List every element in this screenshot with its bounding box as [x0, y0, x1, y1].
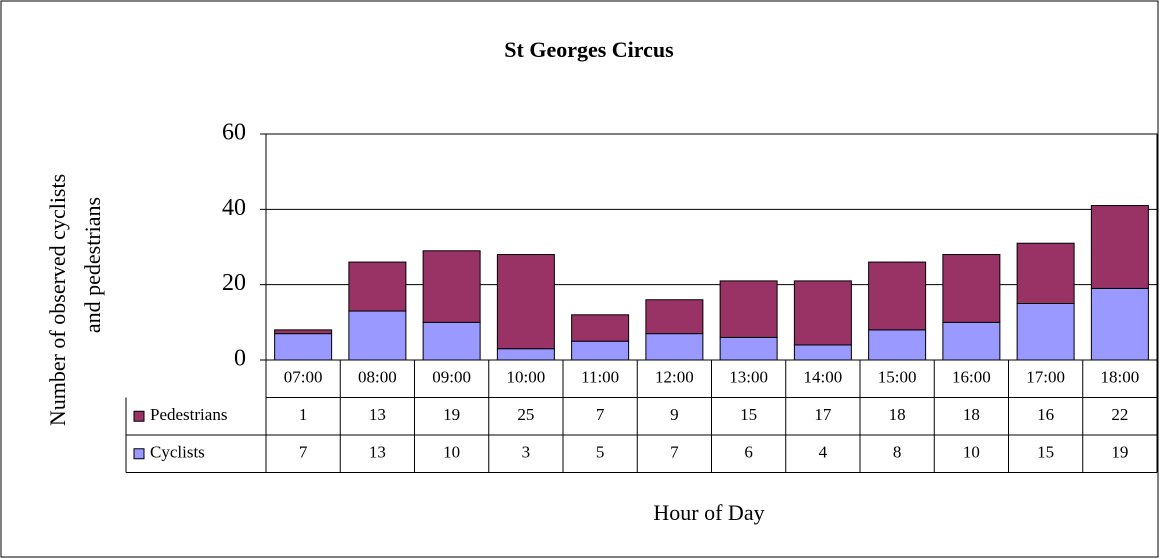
- table-value: 17: [814, 405, 832, 424]
- table-value: 6: [744, 443, 753, 462]
- bar-segment: [496, 348, 555, 361]
- table-value: 22: [1111, 405, 1128, 424]
- table-value: 13: [369, 443, 386, 462]
- y-axis-label: Number of observed cyclists and pedestri…: [45, 174, 105, 426]
- table-value: 10: [443, 443, 460, 462]
- bar-segment: [1090, 287, 1149, 361]
- plot-area: [265, 133, 1158, 361]
- bar-segment: [496, 254, 555, 350]
- table-value: 18: [889, 405, 906, 424]
- table-value: 19: [1111, 443, 1128, 462]
- x-tick-label: 08:00: [358, 368, 397, 387]
- y-axis-label-line: and pedestrians: [80, 197, 105, 333]
- bar-segment: [1016, 303, 1075, 361]
- bar-segment: [571, 314, 630, 342]
- bar-segment: [1016, 242, 1075, 305]
- table-value: 15: [1037, 443, 1054, 462]
- bar-segment: [274, 333, 333, 361]
- bar-segment: [793, 280, 852, 346]
- table-value: 15: [740, 405, 757, 424]
- x-tick-label: 18:00: [1101, 368, 1140, 387]
- table-value: 7: [299, 443, 308, 462]
- x-tick-label: 14:00: [804, 368, 843, 387]
- bar-segment: [868, 261, 927, 331]
- bar-segment: [274, 329, 333, 335]
- table-value: 25: [517, 405, 534, 424]
- bar-segment: [348, 310, 407, 361]
- y-tick-label: 20: [222, 270, 246, 296]
- bar-segment: [868, 329, 927, 361]
- bar-segment: [942, 254, 1001, 323]
- bar-segment: [719, 336, 778, 361]
- bar-segment: [793, 344, 852, 361]
- bar-segment: [422, 321, 481, 361]
- table-value: 13: [369, 405, 386, 424]
- x-tick-label: 10:00: [507, 368, 546, 387]
- x-axis-label: Hour of Day: [653, 500, 764, 525]
- table-value: 19: [443, 405, 460, 424]
- table-value: 9: [670, 405, 679, 424]
- y-tick-label: 40: [222, 195, 246, 221]
- y-axis-label-line: Number of observed cyclists: [45, 174, 70, 426]
- chart-title: St Georges Circus: [504, 37, 674, 62]
- table-value: 4: [819, 443, 828, 462]
- x-tick-label: 07:00: [284, 368, 323, 387]
- x-tick-label: 12:00: [655, 368, 694, 387]
- table-value: 7: [670, 443, 679, 462]
- bar-segment: [645, 299, 704, 335]
- x-tick-label: 09:00: [432, 368, 471, 387]
- table-value: 1: [299, 405, 308, 424]
- bar-segment: [719, 280, 778, 338]
- x-tick-label: 15:00: [878, 368, 917, 387]
- table-value: 10: [963, 443, 980, 462]
- y-tick-label: 60: [222, 120, 246, 146]
- legend-label: Cyclists: [150, 443, 205, 462]
- table-value: 8: [893, 443, 902, 462]
- bar-segment: [348, 261, 407, 312]
- legend-swatch: [133, 448, 145, 460]
- x-tick-label: 16:00: [952, 368, 991, 387]
- bar-segment: [571, 340, 630, 361]
- legend-swatch: [133, 410, 145, 422]
- legend-label: Pedestrians: [150, 405, 227, 424]
- bar-segment: [422, 250, 481, 323]
- table-value: 3: [522, 443, 531, 462]
- y-tick-label: 0: [234, 346, 246, 372]
- bar-segment: [942, 321, 1001, 361]
- table-value: 16: [1037, 405, 1054, 424]
- table-value: 7: [596, 405, 605, 424]
- bar-segment: [645, 333, 704, 361]
- x-tick-label: 11:00: [581, 368, 619, 387]
- x-tick-label: 13:00: [729, 368, 768, 387]
- bar-segment: [1090, 205, 1149, 289]
- table-value: 18: [963, 405, 980, 424]
- table-value: 5: [596, 443, 605, 462]
- x-tick-label: 17:00: [1026, 368, 1065, 387]
